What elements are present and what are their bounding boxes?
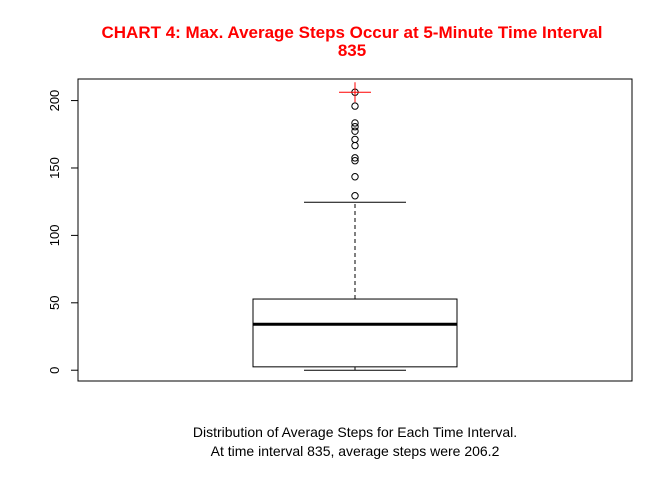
chart-title-line-1: CHART 4: Max. Average Steps Occur at 5-M… xyxy=(101,23,602,42)
box-group xyxy=(252,201,458,371)
x-axis-caption-line-2: At time interval 835, average steps were… xyxy=(211,443,500,459)
outlier-point xyxy=(351,135,359,144)
y-axis: 0 50 100 150 200 xyxy=(47,90,79,374)
y-tick-label: 200 xyxy=(47,90,62,112)
outlier-group xyxy=(339,82,371,200)
y-tick-label: 100 xyxy=(47,225,62,247)
chart-title-line-2: 835 xyxy=(338,41,366,60)
outlier-point xyxy=(351,154,359,162)
outlier-point xyxy=(351,192,359,200)
outlier-point xyxy=(351,123,359,131)
plot-frame xyxy=(77,78,633,382)
y-tick-label: 0 xyxy=(47,367,62,374)
outlier-point xyxy=(351,102,359,110)
outlier-point xyxy=(351,119,359,127)
outlier-point xyxy=(351,141,359,150)
y-tick-label: 150 xyxy=(47,157,62,179)
iqr-box xyxy=(252,298,458,368)
outlier-point xyxy=(351,157,359,165)
y-tick-label: 50 xyxy=(47,296,62,310)
outlier-point xyxy=(351,127,359,135)
outlier-point xyxy=(351,173,359,181)
x-axis-caption-line-1: Distribution of Average Steps for Each T… xyxy=(193,424,517,440)
